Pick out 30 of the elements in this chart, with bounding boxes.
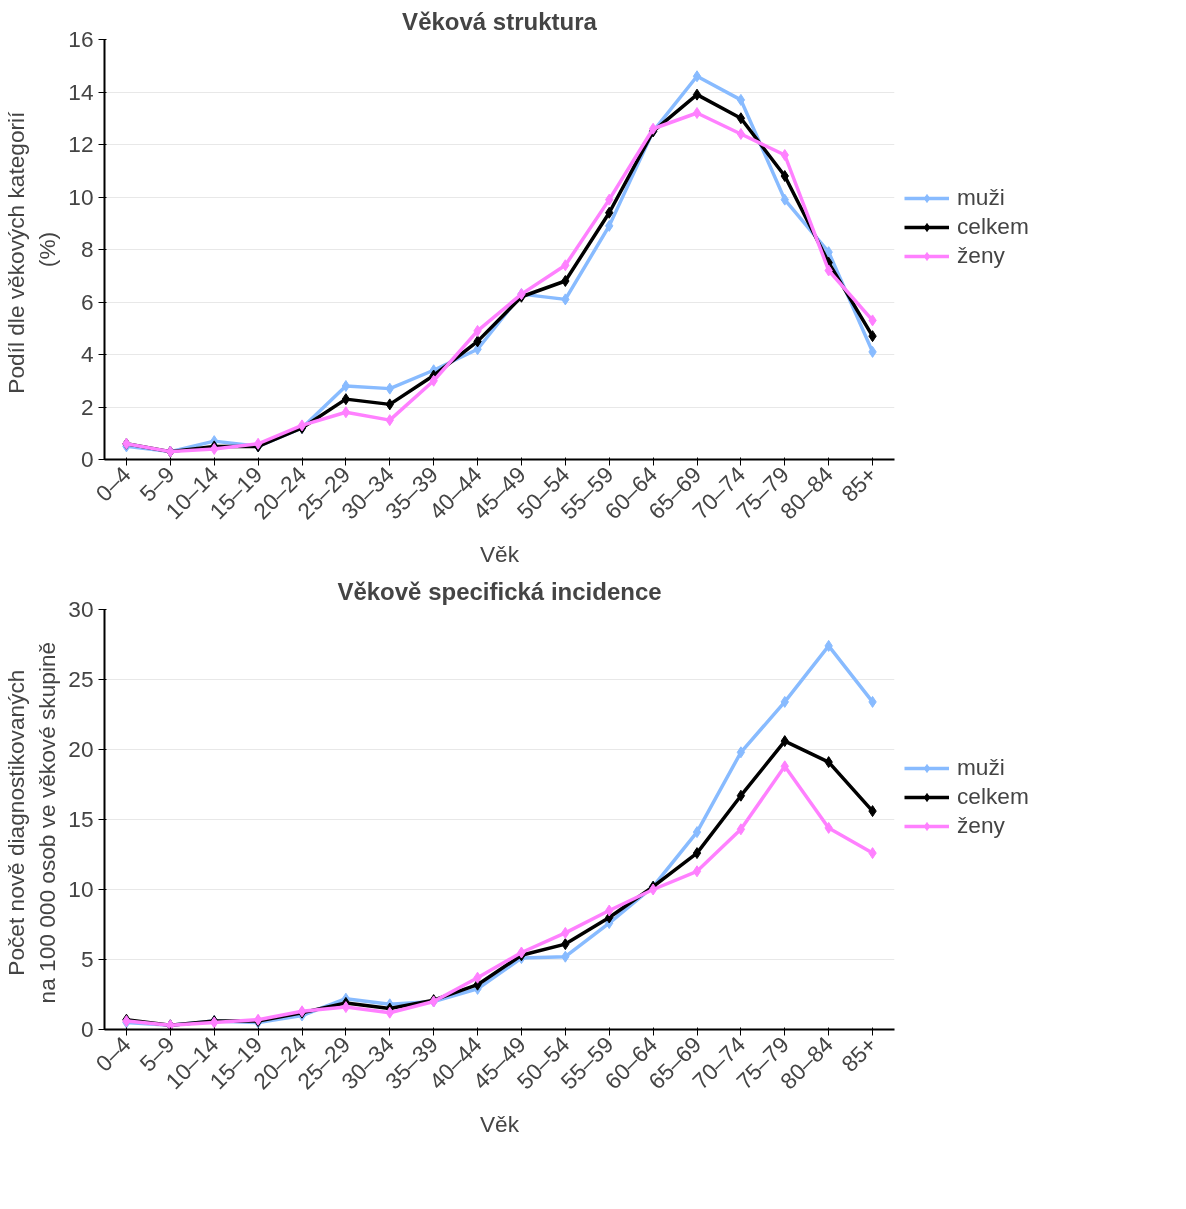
- legend-label: muži: [957, 754, 1005, 781]
- chart-title: Věkově specifická incidence: [337, 577, 662, 605]
- legend-label: muži: [957, 184, 1005, 211]
- y-tick-label: 14: [68, 78, 94, 105]
- y-tick-label: 30: [68, 596, 94, 622]
- chart-title: Věková struktura: [402, 7, 598, 35]
- y-tick-label: 15: [68, 806, 94, 832]
- x-tick-label: 85+: [836, 461, 882, 507]
- y-tick-label: 0: [80, 446, 94, 472]
- y-axis-title: Počet nově diagnostikovaných na 100 000 osob ve věkové skupině: [3, 641, 61, 1004]
- y-tick-label: 5: [80, 946, 94, 972]
- y-tick-label: 10: [68, 876, 94, 902]
- x-tick-label: 85+: [836, 1031, 882, 1077]
- legend-label: ženy: [957, 812, 1005, 839]
- y-tick-label: 4: [80, 341, 94, 367]
- y-tick-label: 0: [80, 1016, 94, 1042]
- x-axis-title: Věk: [479, 1111, 520, 1138]
- legend-label: celkem: [957, 213, 1029, 240]
- x-axis-title: Věk: [479, 541, 520, 568]
- y-tick-label: 6: [80, 288, 94, 315]
- y-tick-label: 12: [68, 131, 94, 157]
- y-tick-label: 10: [68, 183, 94, 210]
- y-tick-label: 16: [68, 26, 94, 52]
- y-tick-label: 8: [80, 236, 94, 262]
- y-axis-title: Podíl dle věkových kategorií (%): [3, 110, 61, 394]
- y-tick-label: 20: [68, 736, 94, 762]
- legend-label: celkem: [957, 783, 1029, 810]
- legend-label: ženy: [957, 242, 1005, 269]
- y-tick-label: 25: [68, 666, 94, 692]
- y-tick-label: 2: [80, 393, 94, 420]
